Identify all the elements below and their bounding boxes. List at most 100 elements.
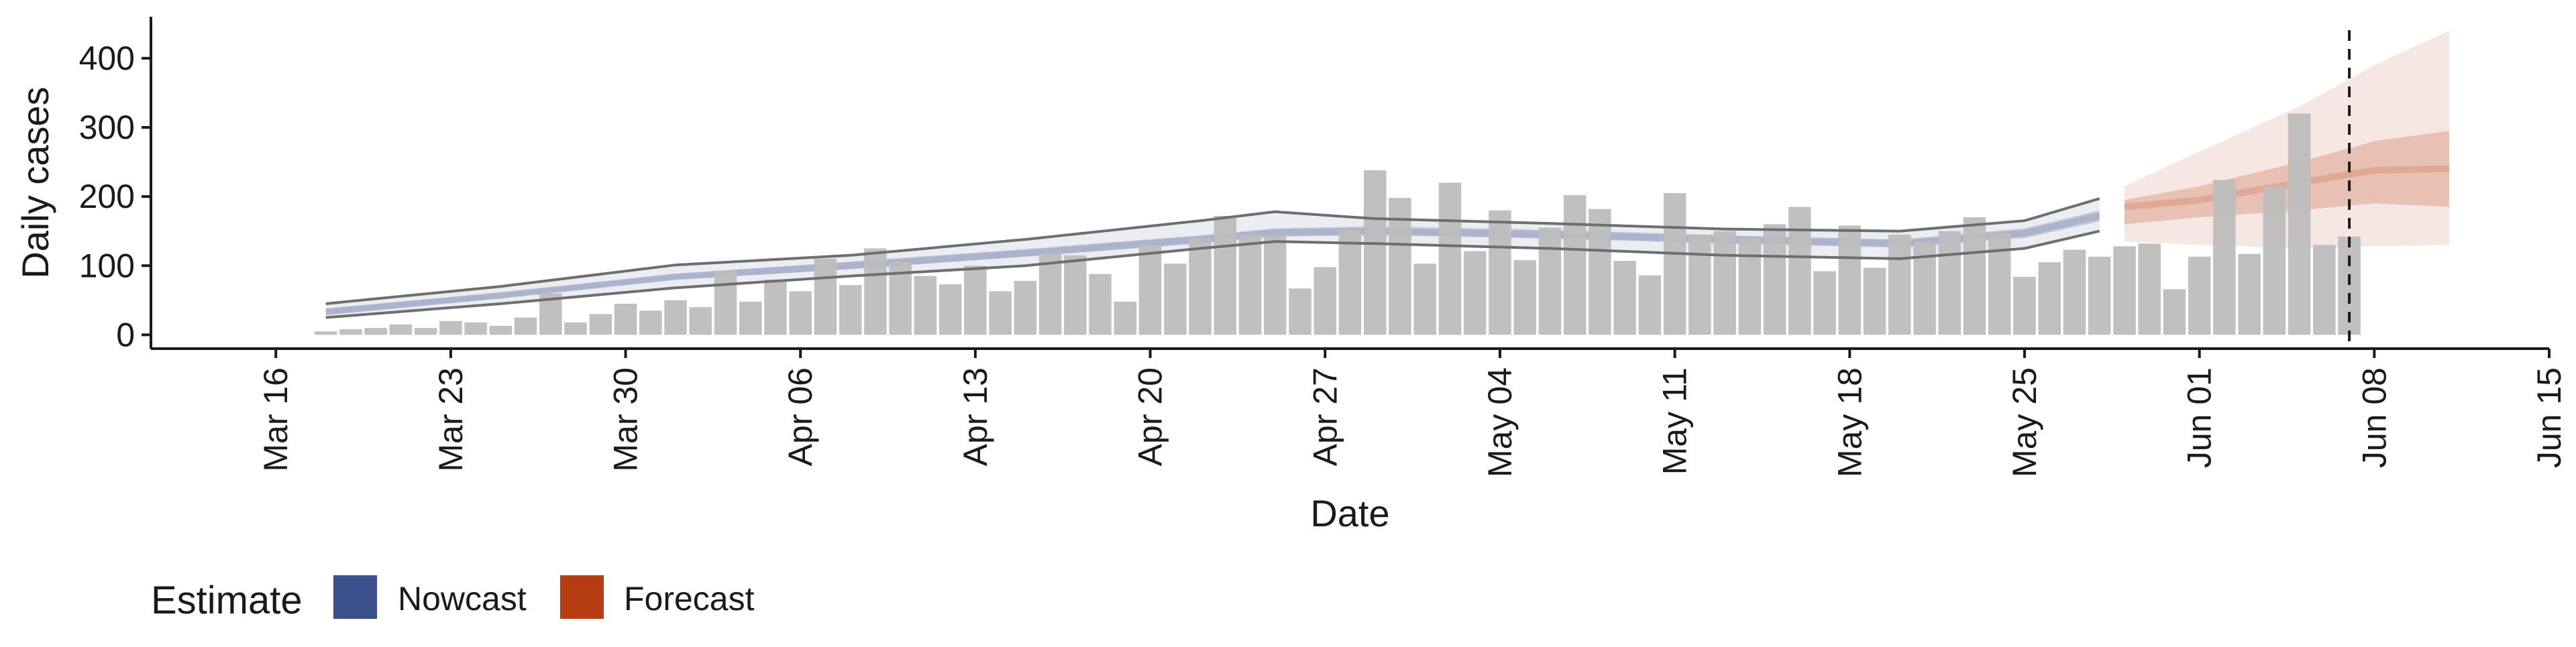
case-bar [664, 300, 687, 335]
y-tick-label: 0 [116, 316, 135, 353]
case-bar [714, 270, 737, 335]
case-bar [1014, 280, 1037, 335]
case-bar [1338, 229, 1362, 335]
case-bar [1089, 274, 1112, 335]
case-bar [689, 307, 712, 335]
case-bar [864, 248, 887, 335]
case-bar [2188, 256, 2211, 335]
case-bar [964, 266, 987, 335]
case-bar [1313, 267, 1336, 335]
nowcast-lower-line [325, 229, 2100, 319]
case-bar [1738, 238, 1762, 335]
case-bar [764, 279, 787, 335]
case-bar [1138, 245, 1162, 335]
case-bar [2038, 262, 2061, 335]
case-bar [414, 328, 437, 335]
case-bar [2163, 289, 2186, 335]
x-tick-label: Apr 27 [1306, 367, 1344, 466]
case-bar [1413, 263, 1436, 335]
case-bar [589, 314, 612, 335]
case-bar [389, 324, 413, 335]
y-axis-title: Daily cases [14, 86, 56, 278]
case-bar [1589, 209, 1611, 335]
case-bar [1214, 216, 1236, 335]
y-tick-label: 100 [79, 247, 135, 284]
case-bar [1713, 231, 1736, 335]
case-bar [1064, 255, 1087, 335]
case-bar [1613, 261, 1636, 335]
x-tick-label: May 11 [1656, 367, 1694, 475]
case-bar [1563, 195, 1587, 335]
nowcast-inner-band [325, 210, 2100, 315]
x-tick-label: May 25 [2006, 367, 2043, 477]
case-bar [489, 326, 513, 335]
case-bar [1238, 234, 1262, 335]
nowcast-upper-line [325, 197, 2100, 305]
x-axis-title: Date [1310, 492, 1389, 534]
x-tick-label: Mar 23 [432, 367, 470, 472]
case-bar [1489, 210, 1511, 335]
case-bar [914, 276, 937, 335]
x-tick-label: Jun 08 [2355, 367, 2393, 468]
case-bar [814, 258, 837, 335]
case-bar [1888, 234, 1911, 335]
case-bar [1988, 232, 2011, 335]
case-bar [938, 284, 962, 335]
legend-label-forecast: Forecast [624, 580, 755, 617]
forecast-inner-band [2124, 131, 2449, 225]
case-bar [2063, 249, 2086, 335]
legend: Estimate Nowcast Forecast [151, 575, 755, 622]
case-bar [1289, 288, 1311, 335]
case-bar [364, 328, 387, 335]
case-bar [639, 310, 662, 335]
x-tick-label: Apr 13 [957, 367, 994, 466]
case-bar [1114, 301, 1137, 335]
x-tick-label: Apr 06 [782, 367, 819, 466]
x-axis-ticks: Mar 16 Mar 23 Mar 30 Apr 06 Apr 13 Apr 20 Apr … [257, 349, 2568, 477]
y-tick-label: 300 [79, 109, 135, 146]
case-bar [464, 322, 487, 335]
case-bar [1938, 231, 1961, 335]
case-bar [1663, 193, 1686, 335]
case-bar [2238, 253, 2261, 335]
case-bar [2313, 245, 2336, 335]
case-bar [789, 291, 812, 335]
y-tick-label: 200 [79, 178, 135, 215]
legend-title: Estimate [151, 579, 303, 622]
case-bar [1688, 234, 1711, 335]
case-bar [2088, 256, 2111, 335]
case-bar [989, 291, 1012, 335]
case-bar [1538, 227, 1562, 335]
case-bar [1513, 260, 1536, 335]
case-bar [314, 331, 337, 335]
case-bar [1364, 170, 1387, 335]
case-bar [739, 301, 762, 335]
y-axis-ticks: 0 100 200 300 400 [79, 40, 151, 353]
case-bar [1638, 275, 1662, 335]
case-bar [1038, 253, 1062, 335]
x-tick-label: May 18 [1831, 367, 1868, 477]
case-bar [1463, 251, 1487, 335]
y-tick-label: 400 [79, 40, 135, 77]
case-bar [839, 285, 862, 335]
case-bar [1189, 238, 1212, 335]
case-bar [1813, 271, 1836, 335]
case-bar [1963, 217, 1986, 335]
legend-label-nowcast: Nowcast [398, 580, 527, 617]
nowcast-bound-lines [325, 197, 2100, 319]
case-bar [1438, 182, 1462, 335]
case-bar [514, 317, 537, 335]
estimate-bands [325, 30, 2450, 318]
case-bar [564, 322, 587, 335]
case-bar [1264, 235, 1287, 335]
case-bar [1763, 224, 1786, 335]
case-bar [2213, 180, 2236, 335]
case-bar [2138, 243, 2161, 335]
legend-key-forecast [560, 575, 604, 619]
case-bar [1164, 263, 1187, 335]
case-bar [339, 329, 362, 335]
legend-key-nowcast [333, 575, 377, 619]
x-tick-label: Jun 01 [2181, 367, 2218, 468]
